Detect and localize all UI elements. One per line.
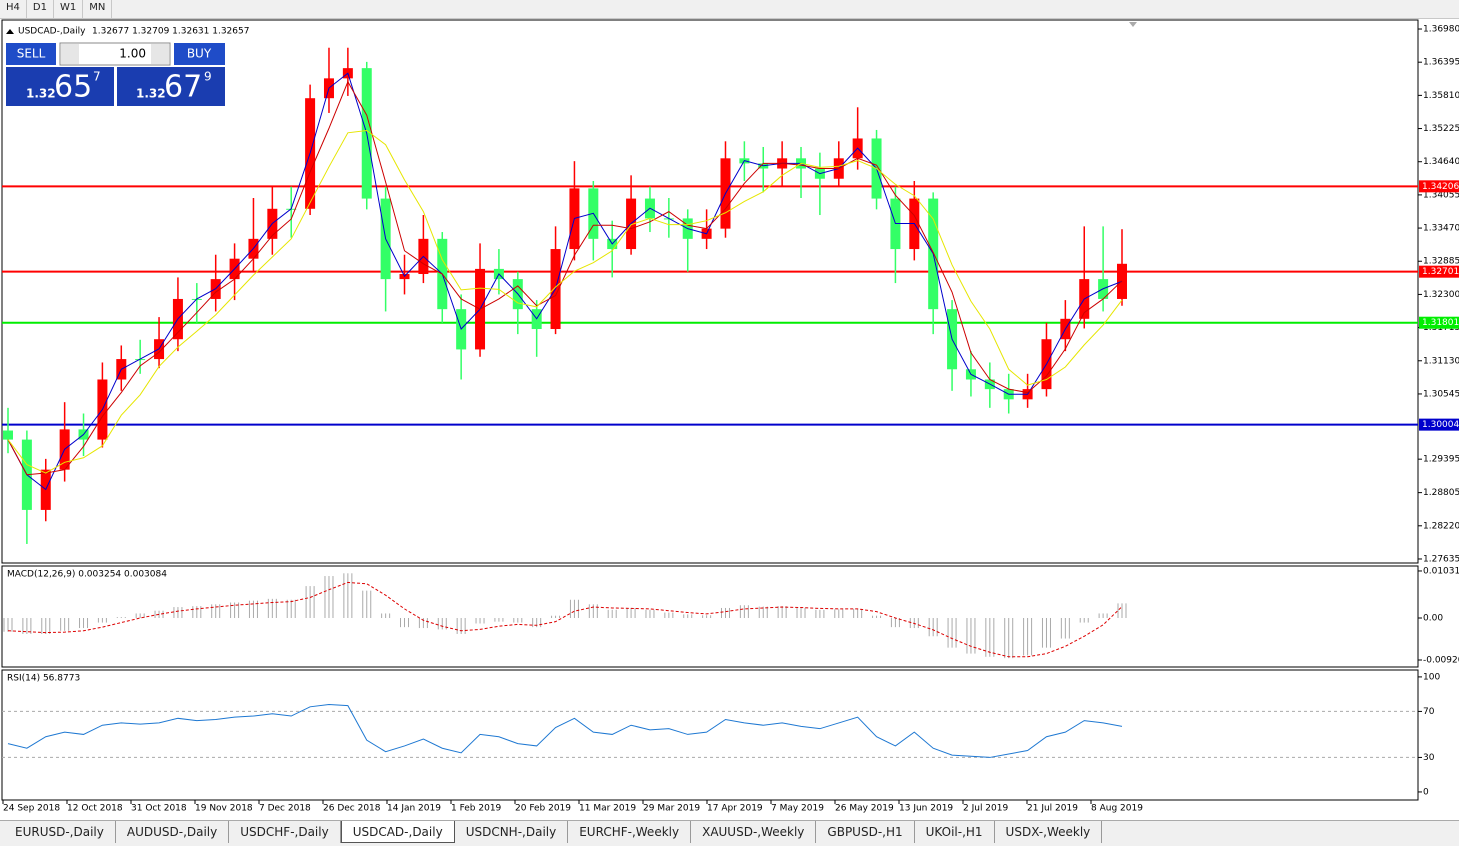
chart-tab[interactable]: UKOil-,H1 [915, 821, 995, 843]
sell-price-box[interactable] [6, 67, 114, 106]
sell-label: SELL [17, 47, 46, 61]
buy-price-box[interactable] [117, 67, 225, 106]
chart-tab[interactable]: USDCNH-,Daily [455, 821, 569, 843]
chart-tab[interactable]: USDCHF-,Daily [229, 821, 341, 843]
lot-up[interactable] [151, 44, 169, 64]
buy-point: 9 [204, 70, 212, 84]
y-tick-label: 1.28805 [1423, 488, 1459, 498]
chart-tab[interactable]: USDX-,Weekly [995, 821, 1103, 843]
buy-pips: 67 [164, 70, 202, 105]
macd-label: MACD(12,26,9) 0.003254 0.003084 [7, 570, 167, 580]
y-tick-label: 1.34055 [1423, 190, 1459, 200]
x-tick-label: 26 Dec 2018 [323, 804, 381, 814]
level-tag [1419, 265, 1459, 278]
level-label: 1.30004 [1422, 420, 1459, 430]
level-tag [1419, 418, 1459, 431]
timeframe-button[interactable]: D1 [27, 0, 54, 18]
x-tick-label: 1 Feb 2019 [451, 804, 502, 814]
macd-tick-label: -0.009208 [1423, 656, 1459, 666]
chart-tab[interactable]: AUDUSD-,Daily [116, 821, 230, 843]
x-tick-label: 19 Nov 2018 [195, 804, 253, 814]
sell-pips: 65 [54, 70, 92, 105]
macd-tick-label: 0.00 [1423, 614, 1443, 624]
buy-button[interactable] [174, 43, 225, 65]
y-tick-label: 1.28220 [1423, 521, 1459, 531]
y-tick-label: 1.36395 [1423, 58, 1459, 68]
ohlc: 1.32677 1.32709 1.32631 1.32657 [92, 27, 249, 37]
x-tick-label: 17 Apr 2019 [707, 804, 763, 814]
y-tick-label: 1.32300 [1423, 290, 1459, 300]
macd-panel [1, 565, 1419, 668]
x-tick-label: 21 Jul 2019 [1027, 804, 1078, 814]
rsi-line [7, 704, 1123, 758]
x-tick-label: 31 Oct 2018 [131, 804, 187, 814]
chart-tab[interactable]: GBPUSD-,H1 [816, 821, 915, 843]
level-label: 1.34206 [1422, 182, 1459, 192]
rsi-label: RSI(14) 56.8773 [7, 674, 80, 684]
y-tick-label: 1.36980 [1423, 25, 1459, 35]
timeframe-button[interactable]: W1 [54, 0, 84, 18]
y-tick-label: 1.34640 [1423, 157, 1459, 167]
chart-tab[interactable]: EURUSD-,Daily [4, 821, 116, 843]
plot-layer: 1.36980 1.36395 1.35810 1.35225 1.34640 1.340… [2, 25, 1459, 814]
timeframe-button[interactable]: H4 [0, 0, 27, 18]
y-tick-label: 1.35810 [1423, 91, 1459, 101]
candle-body [3, 430, 13, 440]
lot-value: 1.00 [119, 47, 146, 61]
macd-tick-label: 0.010311 [1423, 566, 1459, 576]
timeframe-toolbar: H4 D1 W1 MN [0, 0, 1459, 19]
timeframe-button[interactable]: MN [83, 0, 113, 18]
x-tick-label: 2 Jul 2019 [963, 804, 1008, 814]
level-tag [1419, 180, 1459, 193]
chart-tab[interactable]: EURCHF-,Weekly [568, 821, 692, 843]
chart: USDCAD-,Daily 1.32677 1.32709 1.32631 1.… [1, 19, 1459, 814]
chart-tab[interactable]: XAUUSD-,Weekly [691, 821, 817, 843]
y-tick-label: 1.33470 [1423, 224, 1459, 234]
x-tick-label: 26 May 2019 [835, 804, 894, 814]
x-tick-label: 12 Oct 2018 [67, 804, 123, 814]
y-tick-label: 1.27635 [1423, 554, 1459, 564]
lot-down[interactable] [61, 44, 79, 64]
rsi-tick-label: 0 [1423, 787, 1429, 797]
x-tick-label: 7 Dec 2018 [259, 804, 311, 814]
buy-big: 1.32 [136, 87, 166, 101]
moving-average [7, 130, 1123, 474]
sell-button[interactable] [6, 43, 56, 65]
y-tick-label: 1.32885 [1423, 257, 1459, 267]
symbol: USDCAD-,Daily [18, 27, 86, 37]
rsi-panel [1, 669, 1419, 801]
x-tick-label: 13 Jun 2019 [899, 804, 953, 814]
y-tick-label: 1.30545 [1423, 389, 1459, 399]
level-label: 1.32701 [1422, 267, 1459, 277]
x-tick-label: 14 Jan 2019 [387, 804, 441, 814]
sell-point: 7 [93, 70, 101, 84]
collapse-icon [6, 29, 14, 34]
shift-marker [1129, 22, 1137, 27]
x-tick-label: 8 Aug 2019 [1091, 804, 1143, 814]
x-tick-label: 11 Mar 2019 [579, 804, 636, 814]
rsi-tick-label: 100 [1423, 672, 1440, 682]
moving-average [7, 72, 1123, 491]
y-tick-label: 1.31130 [1423, 356, 1459, 366]
y-tick-label: 1.35225 [1423, 124, 1459, 134]
macd-signal [7, 581, 1123, 658]
x-tick-label: 7 May 2019 [771, 804, 824, 814]
sell-big: 1.32 [26, 87, 56, 101]
x-tick-label: 29 Mar 2019 [643, 804, 700, 814]
y-tick-label: 1.29395 [1423, 455, 1459, 465]
rsi-tick-label: 30 [1423, 753, 1435, 763]
buy-label: BUY [187, 47, 212, 61]
chart-tabs: EURUSD-,Daily AUDUSD-,Daily USDCHF-,Daily U… [0, 820, 1459, 846]
lot-input[interactable] [59, 42, 171, 66]
x-tick-label: 20 Feb 2019 [515, 804, 571, 814]
level-tag [1419, 316, 1459, 329]
chart-tab[interactable]: USDCAD-,Daily [340, 821, 455, 843]
trade-panel: SELL 1.00 BUY 1.32 65 7 1.32 67 9 [6, 42, 225, 106]
x-tick-label: 24 Sep 2018 [3, 804, 60, 814]
moving-average [7, 80, 1123, 476]
rsi-tick-label: 70 [1423, 707, 1435, 717]
level-label: 1.31801 [1422, 318, 1459, 328]
